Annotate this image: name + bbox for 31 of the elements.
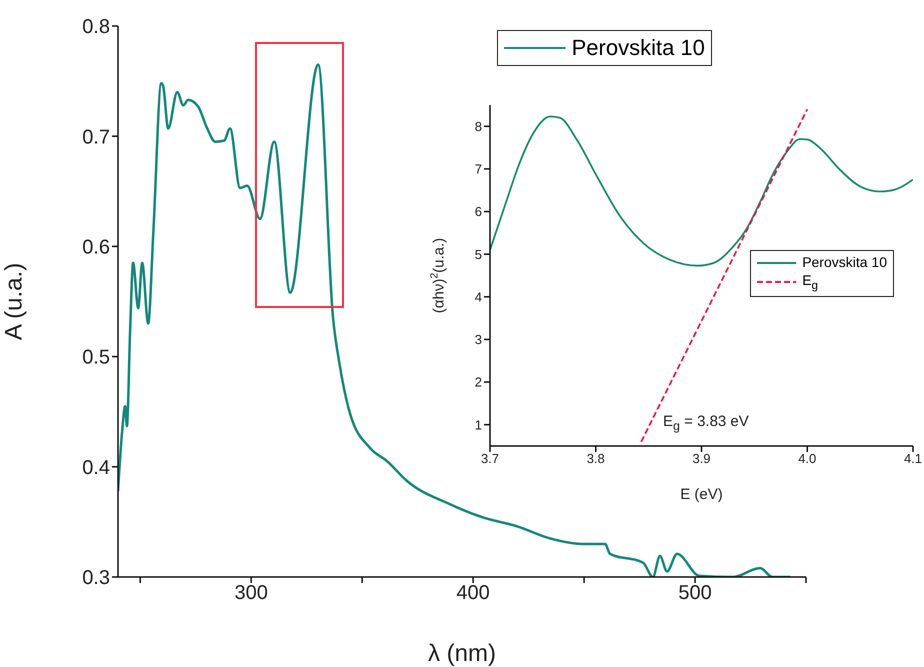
- x-tick-label: 400: [456, 582, 490, 604]
- y-tick-label: 6: [474, 204, 482, 220]
- x-tick-label: 4.0: [798, 451, 816, 466]
- y-tick-label: 2: [474, 374, 482, 390]
- x-tick-label: 3.9: [692, 451, 711, 466]
- y-tick-label: 0.5: [82, 346, 110, 369]
- line-series: [490, 116, 913, 267]
- x-axis-title: λ (nm): [428, 640, 496, 667]
- y-tick-label: 4: [474, 289, 482, 304]
- annotation: E$_{g}$ = 3.83 eV: [663, 413, 749, 433]
- y-tick-label: 1: [474, 417, 482, 432]
- x-tick-label: 4.1: [904, 451, 922, 466]
- y-tick-label: 0.3: [82, 567, 110, 590]
- y-tick-label: 8: [474, 118, 482, 134]
- y-axis-title: A (u.a.): [0, 262, 28, 340]
- legend-label: Perovskita 10: [572, 34, 705, 62]
- x-tick-label: 3.8: [586, 451, 605, 466]
- line-series: [118, 63, 792, 577]
- y-tick-label: 0.7: [82, 126, 110, 148]
- y-tick-label: 0.6: [82, 236, 110, 258]
- y-tick-label: 5: [474, 246, 482, 262]
- y-tick-label: 7: [474, 162, 482, 177]
- legend-label: Perovskita 10: [802, 254, 888, 272]
- legend-label: E$_{g}$: [802, 272, 818, 293]
- x-tick-label: 3.7: [480, 451, 500, 466]
- y-tick-label: 0.8: [82, 16, 110, 38]
- y-tick-label: 3: [474, 332, 482, 348]
- y-tick-label: 0.4: [82, 456, 110, 479]
- x-axis-title: E (eV): [680, 486, 723, 503]
- x-tick-label: 300: [234, 582, 268, 604]
- x-tick-label: 500: [678, 582, 712, 604]
